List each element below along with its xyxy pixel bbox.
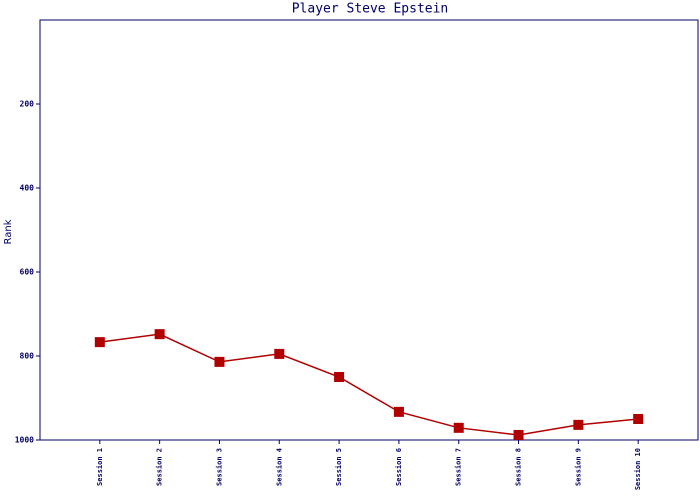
x-tick-label: Session 3 — [215, 448, 223, 486]
marker — [393, 406, 404, 417]
x-tick-label: Session 4 — [275, 448, 283, 486]
x-tick-label: Session 7 — [455, 448, 463, 486]
plot-frame — [39, 19, 699, 441]
marker — [513, 429, 524, 440]
marker — [214, 356, 225, 367]
line — [99, 333, 639, 436]
x-tick-label: Session 6 — [395, 448, 403, 486]
y-tick-label: 800 — [20, 352, 35, 361]
y-tick-label: 400 — [20, 184, 35, 193]
x-tick-label: Session 1 — [96, 448, 104, 486]
x-tick-label: Session 5 — [335, 448, 343, 486]
y-axis-label: Rank — [3, 219, 14, 244]
x-tick-label: Session 8 — [515, 448, 523, 486]
y-tick-label: 600 — [20, 268, 35, 277]
marker — [94, 337, 105, 348]
y-tick-label: 200 — [20, 100, 35, 109]
marker — [274, 348, 285, 359]
marker — [633, 414, 644, 424]
marker — [453, 422, 464, 433]
x-tick-label: Session 10 — [634, 448, 642, 490]
y-tick-label: 1000 — [15, 436, 34, 445]
marker — [334, 372, 345, 382]
x-tick-label: Session 2 — [156, 448, 164, 486]
x-tick-label: Session 9 — [574, 448, 582, 486]
marker — [573, 419, 584, 430]
chart-title: Player Steve Epstein — [292, 2, 449, 17]
marker — [154, 329, 165, 340]
